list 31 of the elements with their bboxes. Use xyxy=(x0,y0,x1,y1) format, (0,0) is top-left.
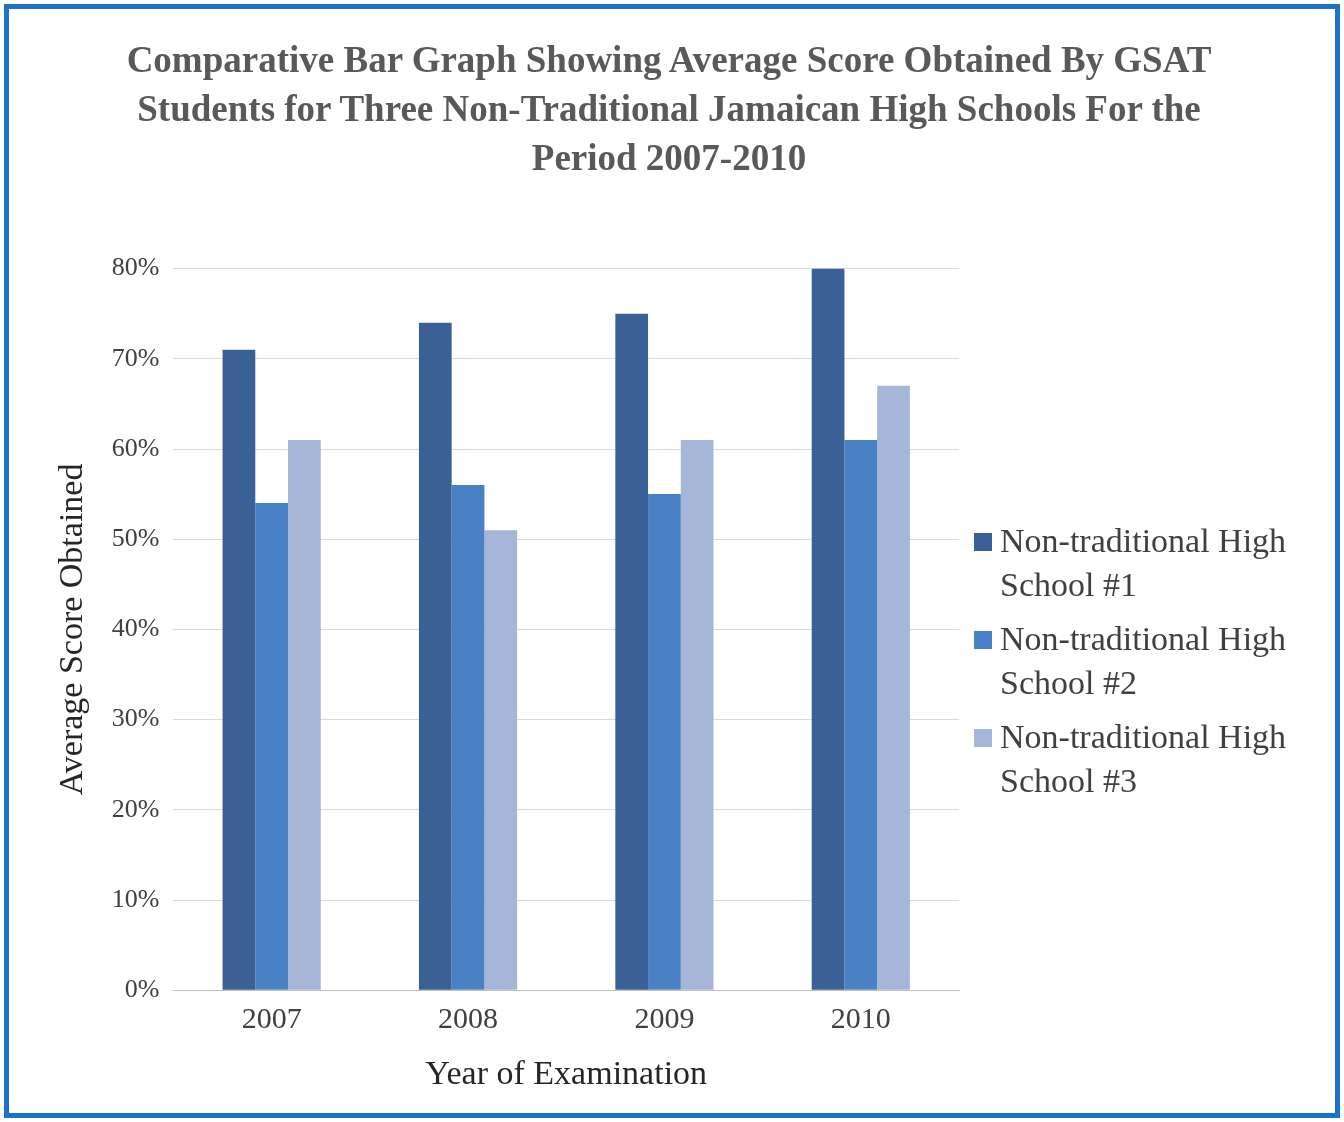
bar xyxy=(222,349,256,990)
bar xyxy=(418,322,452,990)
bar xyxy=(288,439,321,990)
y-tick-label: 50% xyxy=(111,523,160,553)
y-tick-label: 30% xyxy=(111,703,160,733)
y-tick-label: 70% xyxy=(111,342,160,372)
bar xyxy=(844,439,878,990)
bar xyxy=(484,530,518,990)
bar xyxy=(811,268,845,990)
bar xyxy=(648,494,681,990)
y-tick-label: 80% xyxy=(111,252,160,282)
legend-label: Non-traditional High School #2 xyxy=(1000,619,1288,703)
x-tick-label: 2010 xyxy=(830,1001,891,1035)
bar xyxy=(680,439,714,990)
y-tick-label: 0% xyxy=(124,974,160,1004)
y-tick-label: 10% xyxy=(111,883,160,913)
chart-title: Comparative Bar Graph Showing Average Score Obtained By GSAT Students for Three Non-Traditional Jamaican High Schools For the Period 2007-2010 xyxy=(125,38,1213,180)
bar xyxy=(255,503,289,990)
legend-label: Non-traditional High School #3 xyxy=(1000,717,1288,801)
legend-label: Non-traditional High School #1 xyxy=(1000,521,1288,605)
y-tick-label: 40% xyxy=(111,613,160,643)
x-tick-label: 2007 xyxy=(241,1001,302,1035)
y-tick-label: 20% xyxy=(111,793,160,823)
x-axis-title: Year of Examination xyxy=(425,1053,708,1091)
bar xyxy=(451,485,485,990)
bar xyxy=(877,385,910,990)
x-tick-label: 2009 xyxy=(634,1001,695,1035)
y-tick-label: 60% xyxy=(111,432,160,462)
x-tick-label: 2008 xyxy=(438,1001,499,1035)
bar xyxy=(615,313,649,990)
y-axis-title: Average Score Obtained xyxy=(52,463,90,796)
